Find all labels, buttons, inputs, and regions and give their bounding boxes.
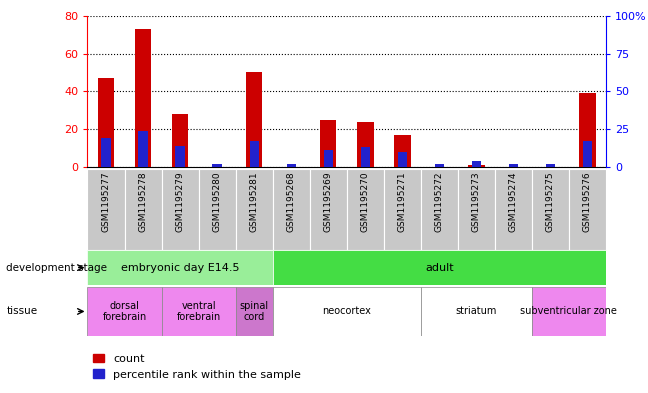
Bar — [98, 78, 114, 167]
Bar — [384, 169, 421, 250]
Bar — [457, 169, 495, 250]
Bar — [273, 169, 310, 250]
Bar — [273, 250, 606, 285]
Text: GSM1195278: GSM1195278 — [139, 171, 148, 232]
Bar — [249, 141, 259, 167]
Bar — [546, 164, 555, 167]
Text: adult: adult — [425, 263, 454, 273]
Bar — [310, 169, 347, 250]
Bar — [161, 287, 236, 336]
Text: ventral
forebrain: ventral forebrain — [176, 301, 221, 322]
Bar — [87, 287, 161, 336]
Bar — [320, 120, 336, 167]
Bar — [273, 287, 421, 336]
Bar — [161, 169, 198, 250]
Text: GSM1195271: GSM1195271 — [398, 171, 407, 232]
Bar — [87, 169, 124, 250]
Text: GSM1195281: GSM1195281 — [249, 171, 259, 232]
Text: spinal
cord: spinal cord — [240, 301, 269, 322]
Bar — [569, 169, 606, 250]
Text: GSM1195270: GSM1195270 — [361, 171, 370, 232]
Bar — [360, 147, 370, 167]
Text: GSM1195273: GSM1195273 — [472, 171, 481, 232]
Bar — [176, 146, 185, 167]
Text: GSM1195280: GSM1195280 — [213, 171, 222, 232]
Text: striatum: striatum — [456, 307, 497, 316]
Bar — [468, 165, 485, 167]
Bar — [135, 29, 152, 167]
Bar — [323, 151, 333, 167]
Bar — [347, 169, 384, 250]
Bar — [286, 164, 295, 167]
Text: GSM1195277: GSM1195277 — [102, 171, 111, 232]
Bar — [532, 287, 606, 336]
Bar — [172, 114, 189, 167]
Bar — [87, 250, 273, 285]
Text: GSM1195275: GSM1195275 — [546, 171, 555, 232]
Bar — [246, 72, 262, 167]
Bar — [579, 93, 596, 167]
Text: GSM1195274: GSM1195274 — [509, 171, 518, 232]
Text: neocortex: neocortex — [322, 307, 371, 316]
Bar — [472, 161, 481, 167]
Bar — [394, 135, 411, 167]
Text: tissue: tissue — [6, 307, 38, 316]
Bar — [236, 287, 273, 336]
Bar — [495, 169, 532, 250]
Text: GSM1195268: GSM1195268 — [286, 171, 295, 232]
Text: embryonic day E14.5: embryonic day E14.5 — [121, 263, 239, 273]
Bar — [198, 169, 236, 250]
Text: GSM1195272: GSM1195272 — [435, 171, 444, 232]
Bar — [421, 169, 457, 250]
Bar — [101, 138, 111, 167]
Text: GSM1195279: GSM1195279 — [176, 171, 185, 232]
Text: dorsal
forebrain: dorsal forebrain — [102, 301, 146, 322]
Bar — [124, 169, 161, 250]
Bar — [398, 152, 407, 167]
Legend: count, percentile rank within the sample: count, percentile rank within the sample — [93, 354, 301, 380]
Text: GSM1195269: GSM1195269 — [323, 171, 332, 232]
Text: GSM1195276: GSM1195276 — [583, 171, 592, 232]
Text: subventricular zone: subventricular zone — [520, 307, 618, 316]
Bar — [532, 169, 569, 250]
Bar — [509, 164, 518, 167]
Bar — [357, 121, 373, 167]
Bar — [139, 131, 148, 167]
Bar — [236, 169, 273, 250]
Bar — [435, 164, 444, 167]
Text: development stage: development stage — [6, 263, 108, 273]
Bar — [583, 141, 592, 167]
Bar — [213, 164, 222, 167]
Bar — [421, 287, 532, 336]
